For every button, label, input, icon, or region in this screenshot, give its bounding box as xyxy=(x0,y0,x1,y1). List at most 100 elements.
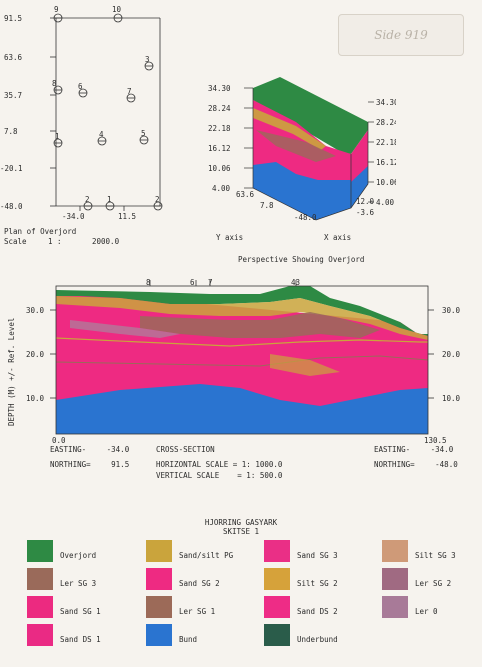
perspective-y-axis-tick: 63.6 xyxy=(236,190,255,199)
legend-subtitle: SKITSE 1 xyxy=(222,527,260,536)
vertical-scale-value: 500.0 xyxy=(259,471,283,480)
legend-swatch xyxy=(382,568,408,590)
legend-swatch xyxy=(27,596,53,618)
cross-section-label: CROSS-SECTION xyxy=(156,445,215,454)
plan-y-tick: 35.7 xyxy=(4,91,22,100)
perspective-left-tick: 10.06 xyxy=(208,164,231,173)
perspective-right-tick: 4.00 xyxy=(376,198,395,207)
perspective-right-tick: 22.18 xyxy=(376,138,396,147)
perspective-title: Perspective Showing Overjord xyxy=(238,255,365,264)
borehole-label: 6 xyxy=(78,82,83,91)
borehole-label: 2 xyxy=(155,195,160,204)
northing-right: NORTHING= -48.0 xyxy=(374,460,458,469)
section-y-tick-right: 30.0 xyxy=(442,306,461,315)
section-x-end: 130.5 xyxy=(424,436,447,445)
perspective-right-tick: 10.06 xyxy=(376,178,396,187)
section-x-start: 0.0 xyxy=(52,436,66,445)
cross-section: 8 6 7 43 30.0 20.0 10.0 30.0 20.0 10.0 D… xyxy=(7,278,461,445)
section-frame xyxy=(55,285,429,435)
legend-label: Silt SG 3 xyxy=(415,551,456,560)
easting-right: EASTING- -34.0 xyxy=(374,445,453,454)
plan-scale-label: Scale xyxy=(4,237,27,246)
borehole-label: 2 xyxy=(85,195,90,204)
northing-left: NORTHING= 91.5 xyxy=(50,460,129,469)
borehole-label: 8 xyxy=(52,79,57,88)
easting-left-label: EASTING- xyxy=(50,445,87,454)
easting-left: EASTING- -34.0 xyxy=(50,445,129,454)
legend-swatch xyxy=(146,540,172,562)
northing-left-value: 91.5 xyxy=(111,460,130,469)
section-y-tick: 10.0 xyxy=(26,394,45,403)
section-sand-silt-pg xyxy=(56,296,428,340)
plan-scale-value: 1 : xyxy=(48,237,62,246)
perspective-left-tick: 28.24 xyxy=(208,104,231,113)
legend-label: Sand/silt PG xyxy=(179,551,234,560)
borehole-label: 10 xyxy=(112,5,122,14)
section-borehole-label: 8 xyxy=(146,278,151,287)
section-borehole-label: 7 xyxy=(208,278,213,287)
perspective-left-tick: 16.12 xyxy=(208,144,231,153)
perspective-y-axis-tick: 7.8 xyxy=(260,201,274,210)
perspective-x-axis-label: X axis xyxy=(324,233,351,242)
perspective-top-surface xyxy=(253,77,368,154)
plan-x-tick: 11.5 xyxy=(118,212,136,221)
plan-x-tick: -34.0 xyxy=(62,212,85,221)
page-stamp: Side 919 xyxy=(338,14,464,56)
horizontal-scale-label: HORIZONTAL SCALE = 1: xyxy=(156,460,251,469)
legend-label: Overjord xyxy=(60,551,97,560)
legend-label: Ler SG 2 xyxy=(415,579,452,588)
legend-swatch xyxy=(27,540,53,562)
perspective-y-axis-label: Y axis xyxy=(216,233,243,242)
legend-label: Sand DS 2 xyxy=(297,607,338,616)
section-y-tick: 30.0 xyxy=(26,306,45,315)
legend-swatch xyxy=(264,624,290,646)
horizontal-scale: HORIZONTAL SCALE = 1: 1000.0 xyxy=(156,460,282,469)
legend-label: Sand SG 2 xyxy=(179,579,220,588)
plan-y-tick: -20.1 xyxy=(0,164,23,173)
perspective-left-tick: 22.18 xyxy=(208,124,231,133)
plan-y-tick: 63.6 xyxy=(4,53,23,62)
section-y-axis-label: DEPTH (M) +/- Ref. Level xyxy=(7,318,16,426)
borehole-label: 9 xyxy=(54,5,59,14)
legend-label: Underbund xyxy=(297,635,338,644)
vertical-scale: VERTICAL SCALE = 1: 500.0 xyxy=(156,471,282,480)
section-borehole-label: 6 xyxy=(190,278,195,287)
plan-y-tick: -48.0 xyxy=(0,202,23,211)
borehole-label: 5 xyxy=(141,129,146,138)
legend-swatch xyxy=(264,540,290,562)
perspective-right-tick: 28.24 xyxy=(376,118,396,127)
legend-label: Ler SG 3 xyxy=(60,579,97,588)
perspective-bund-layer xyxy=(253,162,351,220)
section-overjord xyxy=(56,286,428,336)
easting-left-value: -34.0 xyxy=(106,445,130,454)
northing-right-value: -48.0 xyxy=(435,460,458,469)
section-y-tick-right: 20.0 xyxy=(442,350,461,359)
horizontal-scale-value: 1000.0 xyxy=(255,460,283,469)
section-y-tick: 20.0 xyxy=(26,350,45,359)
northing-right-label: NORTHING= xyxy=(374,460,415,469)
legend-swatch xyxy=(264,596,290,618)
perspective-left-tick: 34.30 xyxy=(208,84,231,93)
borehole-label: 1 xyxy=(55,132,60,141)
legend-label: Ler SG 1 xyxy=(179,607,216,616)
legend-label: Sand DS 1 xyxy=(60,635,101,644)
borehole-label: 3 xyxy=(145,55,150,64)
plan-y-tick: 91.5 xyxy=(4,14,22,23)
borehole-label: 4 xyxy=(99,130,104,139)
perspective-x-axis-tick: 12.0 xyxy=(356,197,375,206)
northing-left-label: NORTHING= xyxy=(50,460,91,469)
legend-swatch xyxy=(146,624,172,646)
legend-swatch xyxy=(27,624,53,646)
perspective-right-tick: 16.12 xyxy=(376,158,396,167)
vertical-scale-label: VERTICAL SCALE = 1: xyxy=(156,471,256,480)
plan-map: 91.5 63.6 35.7 7.8 -20.1 -48.0 -34.0 11.… xyxy=(0,5,163,246)
easting-right-value: -34.0 xyxy=(430,445,454,454)
borehole-label: 7 xyxy=(127,87,132,96)
plan-scale-number: 2000.0 xyxy=(92,237,120,246)
section-bund xyxy=(56,384,428,434)
section-ler-sg2 xyxy=(70,320,180,338)
legend-swatch xyxy=(146,596,172,618)
perspective-y-axis-tick: -48.0 xyxy=(294,213,317,222)
legend-swatch xyxy=(264,568,290,590)
easting-right-label: EASTING- xyxy=(374,445,411,454)
